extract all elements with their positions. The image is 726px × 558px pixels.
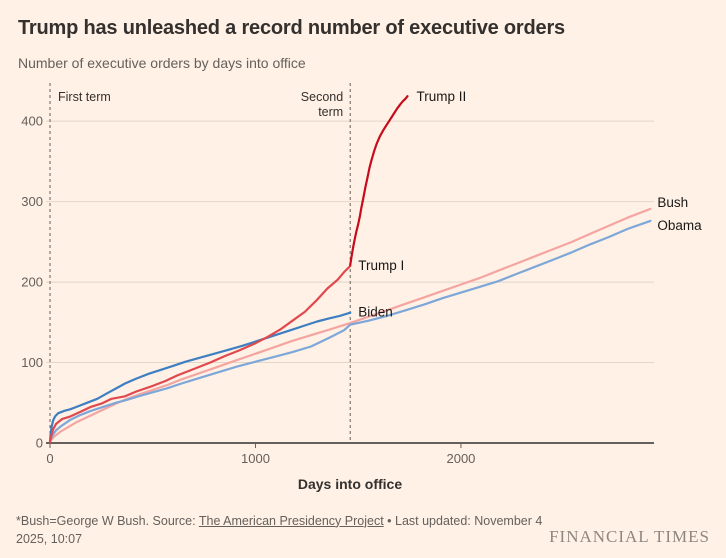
source-note-prefix: *Bush=George W Bush. Source: [16, 513, 199, 528]
line-chart: 0 100 200 300 400 0 1000 2000 First term Second te… [16, 75, 710, 500]
svg-text:100: 100 [21, 355, 43, 370]
svg-text:Trump II: Trump II [417, 89, 467, 104]
chart-subtitle: Number of executive orders by days into … [18, 55, 306, 71]
source-note-suffix: • Last updated: November 4 2025, 10:07 [16, 513, 543, 546]
source-note: *Bush=George W Bush. Source: The America… [16, 512, 549, 548]
svg-text:400: 400 [21, 114, 43, 129]
svg-text:term: term [318, 105, 343, 119]
svg-text:200: 200 [21, 275, 43, 290]
svg-text:1000: 1000 [241, 451, 270, 466]
financial-times-logo: FINANCIAL TIMES [549, 527, 710, 546]
svg-text:0: 0 [36, 436, 43, 451]
chart-footer: *Bush=George W Bush. Source: The America… [16, 512, 710, 548]
svg-text:2000: 2000 [446, 451, 475, 466]
source-link[interactable]: The American Presidency Project [198, 513, 384, 528]
svg-text:First term: First term [58, 90, 111, 104]
svg-text:0: 0 [46, 451, 53, 466]
svg-text:Second: Second [301, 90, 343, 104]
svg-text:Obama: Obama [657, 218, 702, 233]
svg-text:Trump I: Trump I [358, 258, 404, 273]
svg-text:Biden: Biden [358, 305, 393, 320]
chart-title: Trump has unleashed a record number of e… [18, 17, 565, 39]
svg-text:Bush: Bush [657, 195, 688, 210]
svg-text:Days into office: Days into office [298, 476, 402, 492]
svg-text:300: 300 [21, 194, 43, 209]
